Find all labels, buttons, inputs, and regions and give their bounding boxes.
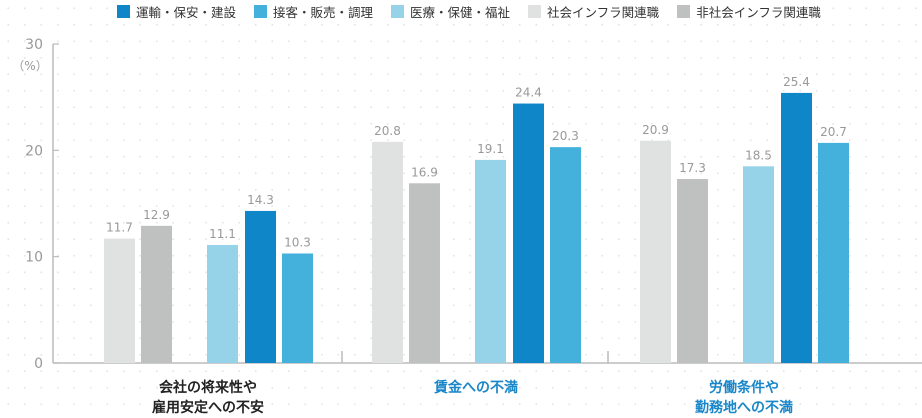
legend: 運輸・保安・建設 接客・販売・調理 医療・保健・福祉 社会インフラ関連職 非社会インフラ… [117, 2, 821, 21]
y-axis-label: （%） [12, 59, 47, 73]
legend-item: 接客・販売・調理 [254, 2, 373, 21]
bar [818, 142, 849, 363]
legend-swatch [528, 5, 542, 18]
bar [781, 92, 812, 363]
data-label: 25.4 [783, 75, 810, 89]
bar [104, 238, 135, 363]
legend-label: 非社会インフラ関連職 [696, 5, 821, 20]
data-label: 20.9 [642, 123, 669, 137]
bar [550, 147, 581, 363]
data-label: 11.7 [106, 221, 133, 235]
y-tick-label: 30 [25, 37, 43, 53]
data-label: 24.4 [515, 86, 542, 100]
bar [475, 159, 506, 363]
bar [207, 244, 238, 363]
legend-label: 社会インフラ関連職 [547, 5, 660, 20]
category-label-line: 勤務地への不満 [695, 400, 793, 416]
bar [245, 210, 276, 363]
data-label: 14.3 [247, 193, 274, 207]
legend-label: 接客・販売・調理 [273, 5, 374, 20]
y-tick-label: 20 [25, 143, 43, 159]
data-label: 12.9 [143, 208, 170, 222]
legend-swatch [117, 5, 130, 18]
bar [409, 183, 440, 363]
legend-label: 運輸・保安・建設 [136, 5, 237, 20]
category-label-line: 労働条件や [709, 380, 779, 396]
category-label-line: 雇用安定への不安 [152, 400, 264, 416]
legend-swatch [254, 5, 268, 18]
category-label: 労働条件や勤務地への不満 [644, 378, 844, 418]
bar [640, 140, 671, 363]
data-label: 19.1 [477, 142, 504, 156]
category-label-line: 賃金への不満 [434, 380, 518, 396]
legend-swatch [391, 5, 405, 18]
data-label: 16.9 [411, 165, 438, 179]
legend-item: 医療・保健・福祉 [391, 2, 510, 21]
data-label: 11.1 [209, 227, 236, 241]
y-tick-label: 0 [34, 356, 43, 372]
bar [677, 179, 708, 363]
legend-swatch [677, 5, 691, 18]
data-label: 20.8 [374, 124, 401, 138]
bar [141, 225, 172, 363]
bar [372, 141, 403, 363]
category-label-line: 会社の将来性や [159, 380, 257, 396]
data-label: 20.3 [552, 129, 579, 143]
legend-item: 非社会インフラ関連職 [677, 2, 821, 21]
category-label: 会社の将来性や 雇用安定への不安 [108, 378, 308, 418]
data-label: 10.3 [284, 235, 311, 249]
data-label: 18.5 [745, 148, 772, 162]
bar [743, 166, 774, 363]
bar [282, 253, 313, 363]
category-label: 賃金への不満 [376, 378, 576, 398]
data-label: 20.7 [820, 125, 847, 139]
bar [513, 103, 544, 364]
legend-label: 医療・保健・福祉 [410, 5, 511, 20]
legend-item: 社会インフラ関連職 [528, 2, 659, 21]
data-label: 17.3 [679, 161, 706, 175]
legend-item: 運輸・保安・建設 [117, 2, 236, 21]
y-tick-label: 10 [25, 250, 43, 266]
